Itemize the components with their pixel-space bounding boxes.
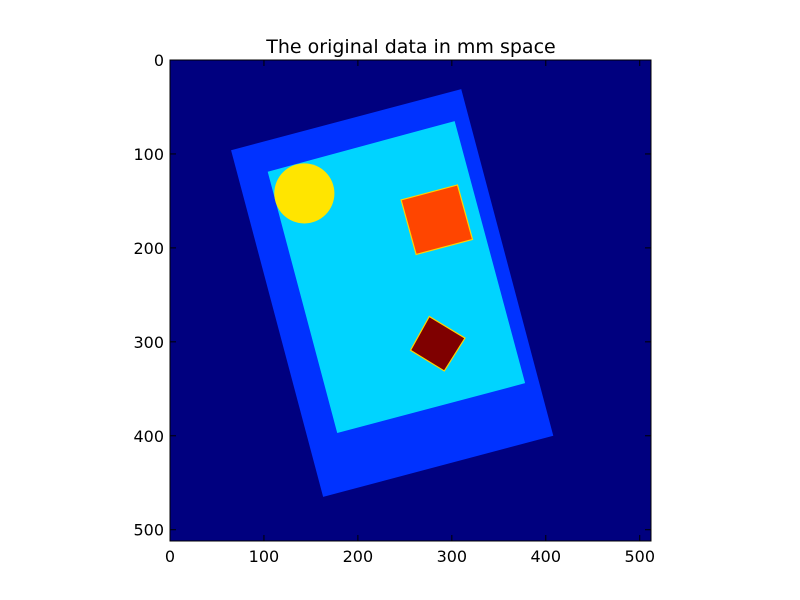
y-tick-label: 0	[154, 51, 164, 70]
x-tick-label: 400	[531, 547, 562, 566]
plot-area	[169, 59, 652, 542]
y-tick-label: 400	[133, 427, 164, 446]
y-tick-label: 200	[133, 239, 164, 258]
plot-frame	[169, 59, 652, 542]
circle	[274, 163, 335, 224]
x-tick-label: 0	[165, 547, 175, 566]
x-tick-label: 300	[437, 547, 468, 566]
y-tick-label: 500	[133, 521, 164, 540]
y-tick-label: 300	[133, 333, 164, 352]
orange-square	[400, 184, 474, 256]
x-tick-label: 200	[343, 547, 374, 566]
shapes-layer	[231, 89, 554, 497]
chart-title: The original data in mm space	[265, 36, 555, 58]
y-tick-label: 100	[133, 145, 164, 164]
x-tick-label: 500	[624, 547, 655, 566]
x-tick-label: 100	[249, 547, 280, 566]
x-axis: 0 100 200 300 400 500	[165, 60, 655, 566]
y-axis: 0 100 200 300 400 500	[133, 51, 651, 540]
dark-red-square	[409, 315, 466, 372]
